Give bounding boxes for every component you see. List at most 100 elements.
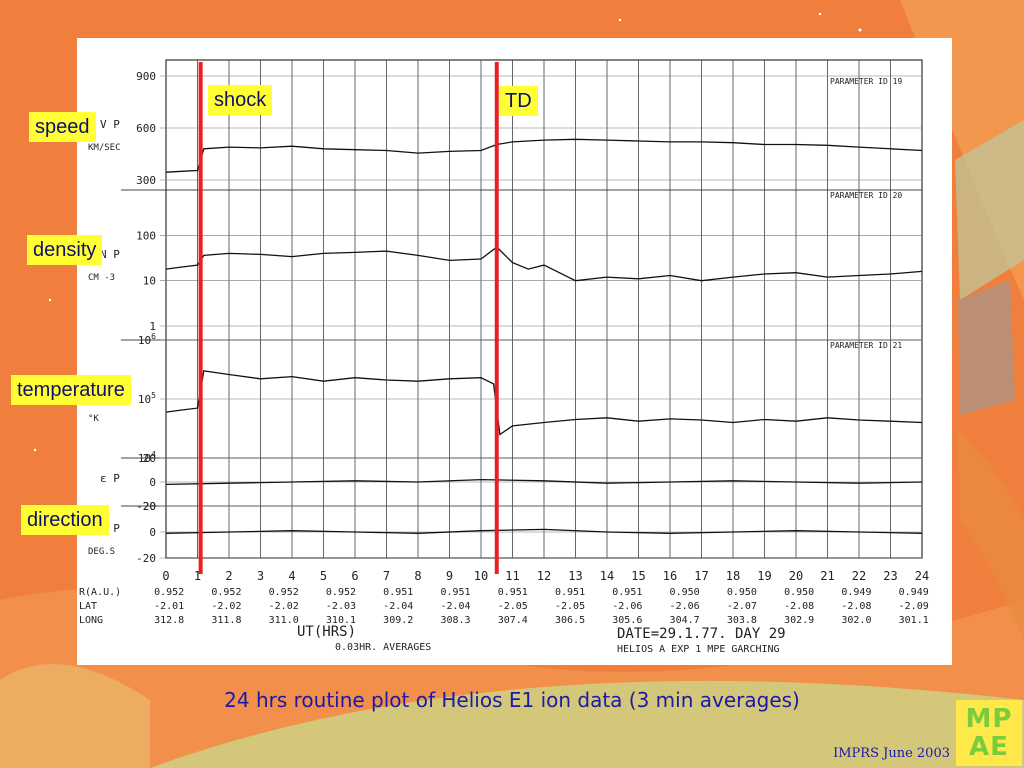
ephemeris-value: -2.06 — [670, 601, 700, 612]
ephemeris-value: -2.08 — [841, 601, 871, 612]
plot-panel: 0 1 2 3 4 5 6 7 8 9 10 11 12 13 14 15 16 17 18 19 20 21 22 23 24… — [77, 38, 952, 665]
ephemeris-value: -2.04 — [440, 601, 470, 612]
series-line-speed — [165, 138, 923, 173]
x-tick-label: 18 — [726, 569, 740, 583]
ephemeris-value: 0.951 — [383, 587, 413, 598]
x-tick-label: 8 — [414, 569, 421, 583]
x-tick-label: 13 — [568, 569, 582, 583]
ephemeris-value: 304.7 — [670, 615, 700, 626]
x-tick-label: 12 — [537, 569, 551, 583]
x-tick-label: 20 — [789, 569, 803, 583]
ephemeris-value: 0.951 — [498, 587, 528, 598]
panel-unit: CM -3 — [88, 273, 115, 283]
instrument-text: HELIOS A EXP 1 MPE GARCHING — [617, 644, 780, 655]
ephemeris-value: -2.06 — [612, 601, 642, 612]
ephemeris-value: -2.05 — [555, 601, 585, 612]
ephemeris-value: 0.952 — [269, 587, 299, 598]
series-line-alpha — [165, 528, 923, 534]
x-tick-label: 2 — [225, 569, 232, 583]
y-tick-label: 1 — [149, 320, 156, 333]
ephemeris-value: 301.1 — [899, 615, 929, 626]
ephemeris-value: 308.3 — [440, 615, 470, 626]
date-text: DATE=29.1.77. DAY 29 — [617, 626, 786, 642]
ephemeris-value: 311.8 — [211, 615, 241, 626]
y-tick-label: 0 — [149, 476, 156, 489]
panel-symbol: N P — [100, 248, 120, 261]
x-tick-label: 1 — [194, 569, 201, 583]
ephemeris-value: 0.951 — [440, 587, 470, 598]
y-tick-label: 300 — [136, 174, 156, 187]
label-temperature: temperature — [11, 375, 131, 405]
ephemeris-value: -2.07 — [727, 601, 757, 612]
x-tick-label: 5 — [320, 569, 327, 583]
panel-unit: KM/SEC — [88, 143, 121, 153]
ephemeris-value: 309.2 — [383, 615, 413, 626]
x-tick-label: 9 — [446, 569, 453, 583]
panel-unit: DEG.S — [88, 547, 115, 557]
y-tick-label: 106 — [138, 332, 156, 347]
x-tick-label: 24 — [915, 569, 929, 583]
series-line-eps — [165, 478, 923, 486]
x-tick-label: 23 — [883, 569, 897, 583]
y-tick-label: 10 — [143, 275, 156, 288]
label-td: TD — [499, 86, 538, 116]
x-tick-label: 6 — [351, 569, 358, 583]
x-tick-label: 4 — [288, 569, 295, 583]
label-speed: speed — [29, 112, 96, 142]
ephemeris-value: 0.951 — [612, 587, 642, 598]
x-tick-label: 15 — [631, 569, 645, 583]
y-tick-label: -20 — [136, 552, 156, 565]
x-tick-label: 10 — [474, 569, 488, 583]
ephemeris-value: 0.950 — [670, 587, 700, 598]
ephemeris-value: -2.09 — [899, 601, 929, 612]
ephemeris-value: 307.4 — [498, 615, 528, 626]
y-tick-label: 20 — [143, 500, 156, 513]
ephemeris-value: 0.950 — [727, 587, 757, 598]
ephemeris-value: -2.03 — [326, 601, 356, 612]
ephemeris-value: 305.6 — [612, 615, 642, 626]
y-tick-label: 20 — [143, 452, 156, 465]
panel-unit: °K — [88, 414, 99, 424]
series-line-density — [165, 246, 923, 282]
mpae-logo: MP AE — [956, 700, 1022, 766]
ephemeris-value: 306.5 — [555, 615, 585, 626]
ephemeris-value: 311.0 — [269, 615, 299, 626]
helios-chart: 0 1 2 3 4 5 6 7 8 9 10 11 12 13 14 15 16 17 18 19 20 21 22 23 24… — [79, 59, 929, 655]
ephemeris-value: -2.01 — [154, 601, 184, 612]
y-tick-label: 600 — [136, 122, 156, 135]
ephemeris-row-label: LONG — [79, 615, 103, 626]
x-tick-label: 17 — [694, 569, 708, 583]
ephemeris-value: 312.8 — [154, 615, 184, 626]
x-axis-note: 0.03HR. AVERAGES — [335, 642, 431, 653]
ephemeris-value: 0.950 — [784, 587, 814, 598]
ephemeris-value: 0.949 — [899, 587, 929, 598]
x-tick-label: 21 — [820, 569, 834, 583]
ephemeris-value: 0.952 — [211, 587, 241, 598]
x-tick-label: 3 — [257, 569, 264, 583]
ephemeris-value: -2.05 — [498, 601, 528, 612]
y-tick-label: 900 — [136, 70, 156, 83]
ephemeris-value: 0.952 — [154, 587, 184, 598]
panel-symbol: V P — [100, 118, 120, 131]
ephemeris-value: -2.02 — [269, 601, 299, 612]
footer-text: IMPRS June 2003 — [833, 746, 950, 761]
ephemeris-value: -2.02 — [211, 601, 241, 612]
x-tick-label: 0 — [162, 569, 169, 583]
logo-line-2: AE — [969, 732, 1009, 762]
ephemeris-value: 310.1 — [326, 615, 356, 626]
logo-line-1: MP — [965, 704, 1013, 734]
ephemeris-value: 303.8 — [727, 615, 757, 626]
parameter-id: PARAMETER ID 21 — [830, 341, 902, 350]
x-tick-label: 19 — [757, 569, 771, 583]
parameter-id: PARAMETER ID 19 — [830, 77, 902, 86]
ephemeris-value: 0.949 — [841, 587, 871, 598]
label-shock: shock — [208, 85, 273, 115]
series-line-temperature — [165, 370, 923, 436]
ephemeris-row-label: LAT — [79, 601, 97, 612]
ephemeris-value: -2.08 — [784, 601, 814, 612]
x-tick-label: 16 — [663, 569, 677, 583]
label-density: density — [27, 235, 103, 265]
ephemeris-value: -2.04 — [383, 601, 413, 612]
label-direction: direction — [21, 505, 109, 535]
panel-symbol: ε P — [100, 472, 120, 485]
